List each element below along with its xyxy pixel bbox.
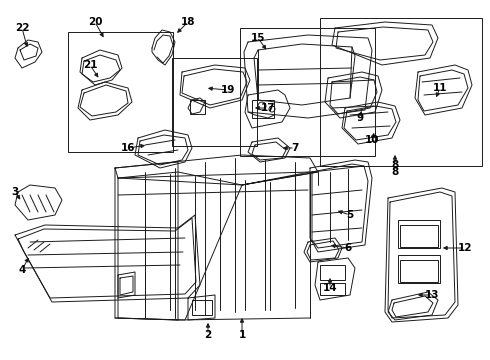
Text: 18: 18 bbox=[181, 17, 195, 27]
Text: 8: 8 bbox=[392, 167, 399, 177]
Bar bbox=[68, 32, 173, 152]
Text: 6: 6 bbox=[344, 243, 352, 253]
Bar bbox=[400, 260, 438, 282]
Text: 19: 19 bbox=[221, 85, 235, 95]
Text: 7: 7 bbox=[292, 143, 299, 153]
Bar bbox=[190, 100, 205, 114]
Bar bbox=[398, 220, 440, 248]
Text: 3: 3 bbox=[11, 187, 19, 197]
Bar bbox=[400, 225, 438, 247]
Bar bbox=[398, 255, 440, 283]
Text: 17: 17 bbox=[261, 103, 275, 113]
Text: 2: 2 bbox=[204, 330, 212, 340]
Text: 21: 21 bbox=[83, 60, 97, 70]
Text: 9: 9 bbox=[356, 113, 364, 123]
Bar bbox=[240, 28, 375, 156]
Bar bbox=[252, 100, 274, 118]
Text: 14: 14 bbox=[323, 283, 337, 293]
Text: 15: 15 bbox=[251, 33, 265, 43]
Text: 10: 10 bbox=[365, 135, 379, 145]
Text: 16: 16 bbox=[121, 143, 135, 153]
Text: 5: 5 bbox=[346, 210, 354, 220]
Text: 12: 12 bbox=[458, 243, 472, 253]
Bar bbox=[192, 300, 212, 315]
Bar bbox=[320, 283, 345, 295]
Text: 11: 11 bbox=[433, 83, 447, 93]
Bar bbox=[320, 18, 482, 166]
Text: 8: 8 bbox=[392, 160, 399, 170]
Bar bbox=[172, 58, 257, 146]
Text: 13: 13 bbox=[425, 290, 439, 300]
Text: 22: 22 bbox=[15, 23, 29, 33]
Text: 20: 20 bbox=[88, 17, 102, 27]
Text: 1: 1 bbox=[238, 330, 245, 340]
Bar bbox=[320, 265, 345, 280]
Text: 4: 4 bbox=[18, 265, 25, 275]
